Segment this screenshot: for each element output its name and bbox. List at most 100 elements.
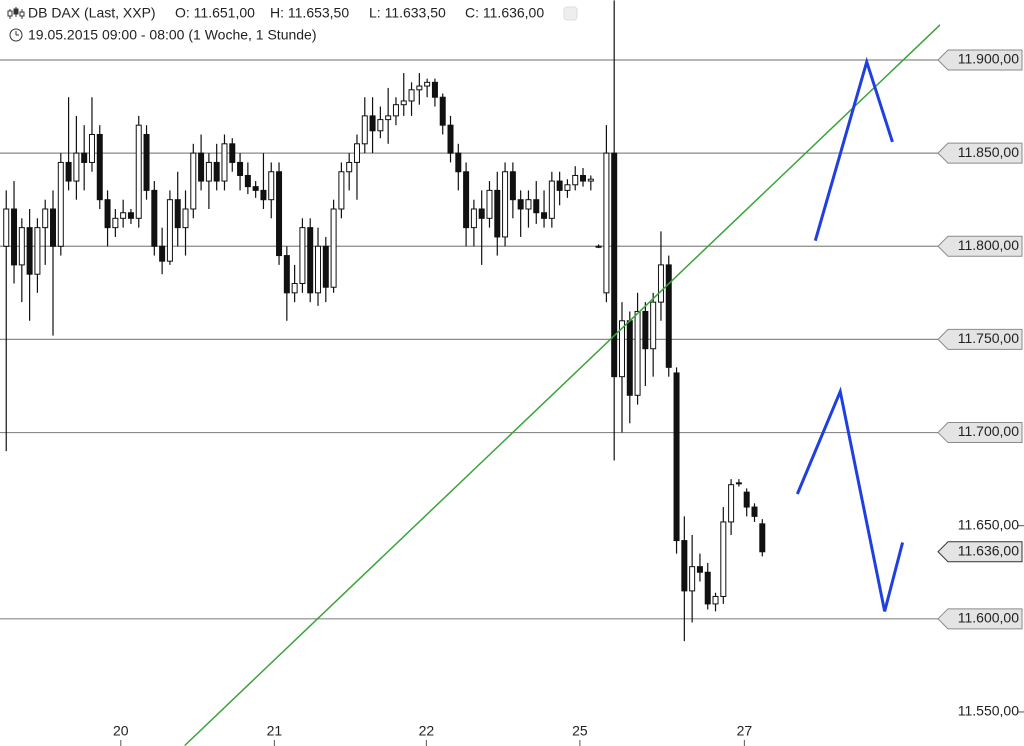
candle-body [330, 208, 337, 288]
candle-body [735, 482, 742, 485]
x-tick-label: 20 [113, 723, 129, 739]
candle-body [143, 133, 150, 191]
candle-body [564, 184, 571, 191]
y-tick-box [937, 235, 1023, 257]
candle-body [580, 174, 587, 182]
candle-body [81, 152, 88, 163]
x-tick-label: 21 [267, 723, 283, 739]
candle-body [618, 320, 625, 378]
candle-body [611, 152, 618, 378]
candle-body [728, 484, 735, 523]
candle-body [634, 310, 641, 396]
candle-body [548, 180, 555, 219]
candle-body [338, 171, 345, 210]
y-tick-label: 11.650,00 [958, 516, 1019, 532]
candle-body [120, 212, 127, 219]
candle-body [424, 81, 431, 87]
candle-body [572, 174, 579, 186]
candle-body [447, 124, 454, 154]
candle-body [502, 171, 509, 238]
candle-body [112, 217, 119, 229]
y-tick-box [937, 142, 1023, 164]
candle-body [704, 571, 711, 605]
y-tick-label: 11.850,00 [958, 144, 1019, 160]
candle-body [650, 301, 657, 350]
candle-body [759, 523, 766, 553]
candle-body [681, 540, 688, 592]
candle-body [361, 115, 368, 145]
candle-body [533, 199, 540, 214]
candle-body [88, 133, 95, 163]
candle-body [244, 174, 251, 188]
candle-body [385, 115, 392, 121]
ohlc-label: C: 11.636,00 [465, 5, 544, 21]
candle-body [346, 161, 353, 173]
candle-body [42, 208, 49, 229]
candle-body [96, 133, 103, 201]
candle-body [276, 171, 283, 257]
candle-body [268, 171, 275, 201]
candle-body [517, 199, 524, 210]
candle-body [587, 178, 594, 182]
ohlc-label: O: 11.651,00 [175, 5, 255, 21]
y-tick-box [937, 608, 1023, 630]
candle-body [104, 199, 111, 229]
candle-body [213, 161, 220, 182]
candle-body [11, 208, 18, 266]
candle-body [315, 245, 322, 294]
ohlc-label: H: 11.653,50 [270, 5, 349, 21]
y-tick-box [937, 328, 1023, 350]
candle-body [626, 320, 633, 396]
plot-area [0, 0, 940, 746]
candle-body [166, 199, 173, 262]
candle-body [665, 264, 672, 368]
y-tick-label: 11.600,00 [958, 610, 1019, 626]
candle-body [127, 212, 134, 219]
chart-title: DB DAX (Last, XXP) [28, 5, 156, 21]
y-tick-label: 11.700,00 [958, 423, 1019, 439]
candle-body [283, 255, 290, 294]
candle-body [221, 143, 228, 182]
x-tick-label: 25 [572, 723, 588, 739]
candle-body [509, 171, 516, 201]
candle-body [73, 152, 80, 182]
candle-body [159, 245, 166, 262]
candle-body [720, 521, 727, 597]
drawing-line [795, 386, 905, 612]
candle-body [205, 161, 212, 182]
candle-body [322, 245, 329, 288]
candle-body [494, 189, 501, 238]
last-price-box [937, 541, 1023, 563]
ohlc-label: L: 11.633,50 [369, 5, 446, 21]
candle-body [135, 124, 142, 219]
x-tick-label: 22 [419, 723, 435, 739]
chart-subtitle: 19.05.2015 09:00 - 08:00 (1 Woche, 1 Stu… [28, 27, 317, 43]
candle-body [439, 96, 446, 126]
candle-body [50, 208, 57, 247]
candle-body [252, 186, 259, 191]
candle-body [307, 227, 314, 294]
candle-body [743, 491, 750, 508]
candle-body [463, 171, 470, 229]
candle-body [65, 161, 72, 182]
candle-body [400, 100, 407, 106]
candle-body [198, 152, 205, 182]
y-tick-label: 11.800,00 [958, 237, 1019, 253]
candle-body [642, 310, 649, 350]
candle-body [556, 180, 563, 191]
candle-body [416, 85, 423, 91]
candle-body [525, 199, 532, 210]
candle-body [541, 212, 548, 219]
candle-body [431, 81, 438, 98]
y-tick-box [937, 422, 1023, 444]
candle-body [408, 89, 415, 102]
candle-body [751, 506, 758, 517]
candle-body [57, 161, 64, 247]
candle-body [34, 227, 41, 275]
candle-body [673, 372, 680, 542]
last-price-label: 11.636,00 [958, 542, 1019, 558]
y-tick-box [937, 49, 1023, 71]
candle-body [369, 115, 376, 132]
